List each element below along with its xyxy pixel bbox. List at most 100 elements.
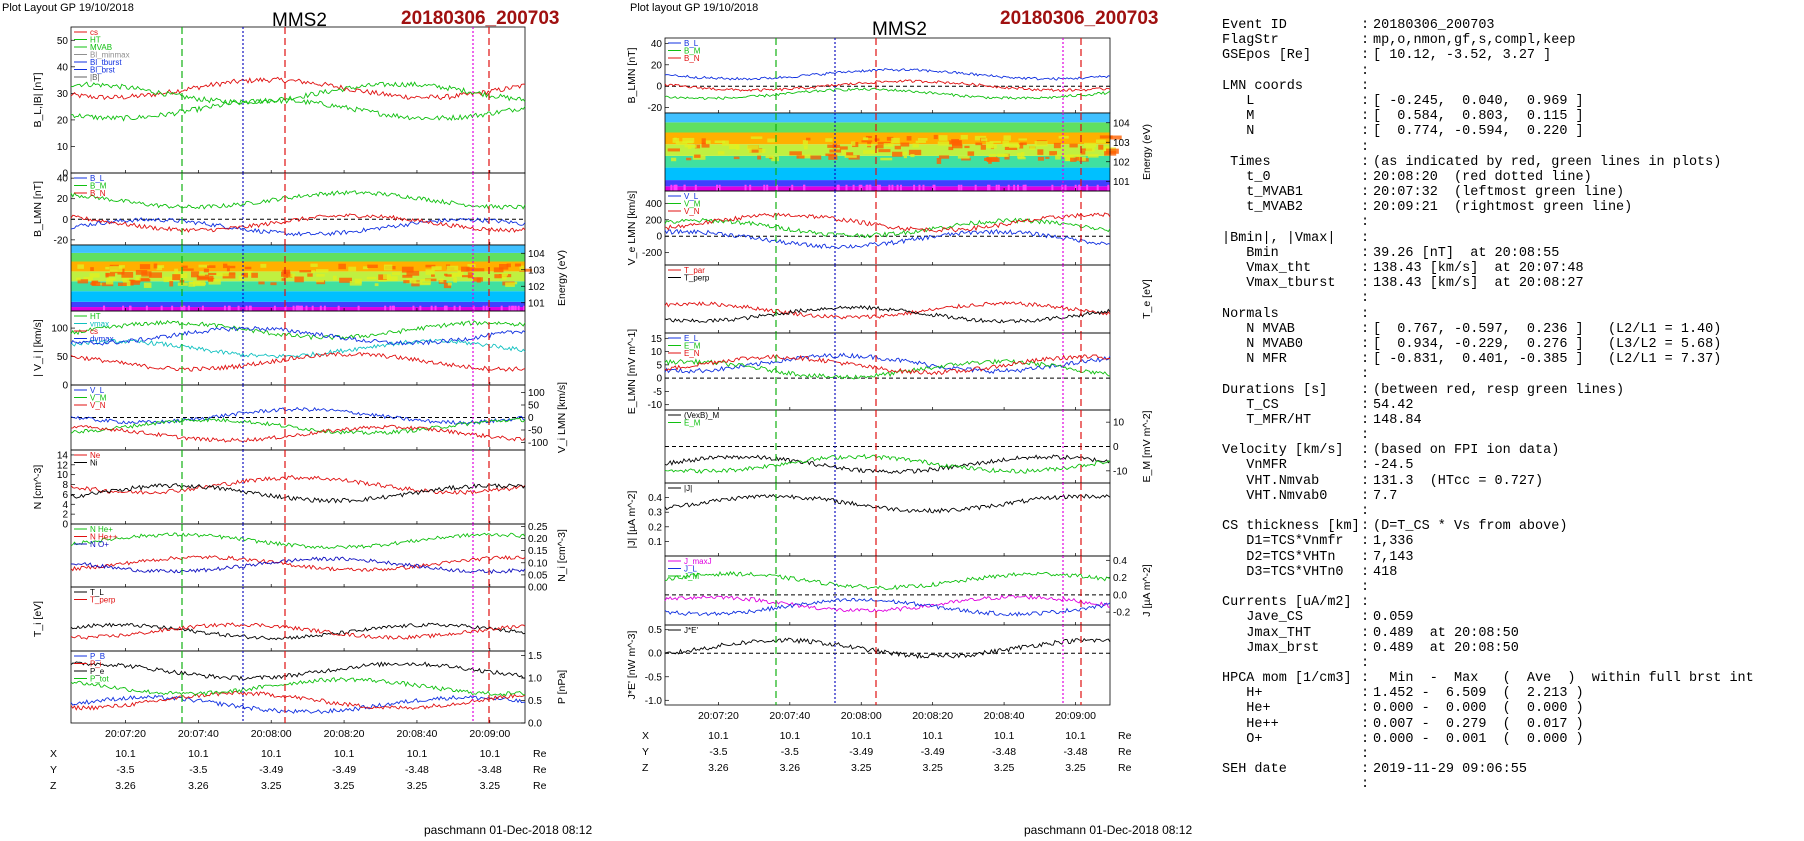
coord-value: -3.5 [781, 746, 799, 758]
spectrogram-cell [1009, 142, 1019, 148]
y-tick-label: 0.20 [528, 534, 548, 545]
info-key: VHT.Nmvab0 [1222, 488, 1328, 504]
y-axis-label: V_e LMN [km/s] [626, 191, 638, 266]
panel-5: -10 0 10 E_M [mV m^-2] (VexB)_ME_M [664, 409, 1153, 484]
legend-label: B_N [684, 54, 700, 63]
spectrogram-cell [519, 265, 525, 271]
info-key: D1=TCS*Vnmfr [1222, 534, 1344, 550]
spectrogram-cell [1099, 135, 1113, 139]
spectrogram-cell [181, 265, 188, 269]
y-tick-label: 102 [528, 282, 545, 293]
x-tick-label: 20:07:40 [178, 728, 219, 740]
legend-label: Bl_brst [90, 66, 116, 75]
info-colon: : [1361, 245, 1370, 261]
y-tick-label: 0.0 [648, 649, 662, 660]
spectrogram-cell [852, 184, 855, 191]
series-line [70, 424, 526, 443]
spectrogram-cell [862, 150, 876, 154]
panel-frame [664, 37, 1111, 114]
spectrogram-cell [458, 305, 461, 311]
spectrogram-cell [692, 144, 697, 148]
spectrogram-cell [836, 184, 839, 191]
spectrogram-cell [1021, 151, 1025, 158]
spectrogram-cell [238, 275, 243, 281]
spectrogram-cell [951, 140, 962, 146]
spectrogram-cell [922, 184, 925, 191]
spectrogram-cell [803, 145, 808, 150]
spectrogram-cell [190, 271, 200, 278]
info-value: 1,336 [1373, 534, 1414, 550]
spectrogram-cell [270, 282, 277, 286]
spectrogram-cell [102, 305, 105, 311]
y-axis-label: P [nPa] [556, 670, 568, 704]
spectrogram-cell [223, 263, 228, 269]
spectrogram-cell [143, 282, 152, 288]
info-colon: : [1361, 488, 1370, 504]
spectrogram-cell [1049, 151, 1057, 156]
y-tick-label: 0.5 [528, 696, 542, 707]
panel-frame [70, 586, 526, 652]
spectrogram-cell [420, 279, 431, 285]
info-row: H+:1.452 - 6.509 ( 2.213 ) [1222, 686, 1754, 701]
spectrogram-cell [105, 279, 114, 285]
y-tick-label: 40 [57, 174, 69, 185]
coord-unit: Re [533, 780, 547, 792]
info-key: D3=TCS*VHTn0 [1222, 564, 1344, 580]
spectrogram-cell [299, 305, 302, 311]
y-tick-label: 0.1 [648, 537, 662, 548]
series-line [664, 352, 1111, 374]
spectrogram-cell [109, 266, 123, 273]
y-tick-label: -0.5 [645, 672, 663, 683]
info-row: : [1222, 64, 1754, 79]
y-tick-label: 30 [57, 89, 69, 100]
spectrogram-cell [105, 266, 110, 270]
info-value: 54.42 [1373, 397, 1414, 413]
spectrogram-cell [374, 283, 379, 287]
info-value: 20180306_200703 [1373, 18, 1495, 33]
spectrogram-cell [500, 305, 503, 311]
spectrogram-cell [357, 305, 360, 311]
spectrogram-cell [1069, 143, 1078, 148]
info-row: VHT.Nmvab0:7.7 [1222, 489, 1754, 504]
info-row: SEH date:2019-11-29 09:06:55 [1222, 762, 1754, 777]
info-row: : [1222, 291, 1754, 306]
info-colon: : [1361, 276, 1370, 292]
spectrogram-cell [1062, 154, 1070, 158]
info-row: Jmax_THT:0.489 at 20:08:50 [1222, 626, 1754, 641]
y-tick-label: 100 [51, 324, 68, 335]
spectrogram-cell [1022, 184, 1025, 191]
spectrogram-cell [425, 269, 435, 275]
spectrogram-cell [292, 305, 295, 311]
legend-label: T_perp [90, 596, 116, 605]
info-colon: : [1361, 93, 1370, 109]
legend-label: J_M [684, 572, 699, 581]
coord-unit: Re [1118, 762, 1132, 774]
spectrogram-cell [201, 305, 204, 311]
coord-axis-label: X [642, 730, 649, 742]
spectrogram-cell [865, 184, 868, 191]
spectrogram-cell [208, 278, 221, 285]
spectrogram-cell [903, 155, 908, 159]
spectrogram-cell [467, 264, 476, 268]
spectrogram-cell [957, 155, 970, 159]
info-key: GSEpos [Re] [1222, 48, 1312, 64]
spectrogram-band [71, 245, 525, 253]
spectrogram-cell [1037, 149, 1044, 155]
spectrogram-cell [1045, 156, 1050, 159]
spectrogram-band [665, 167, 1110, 181]
coord-unit: Re [1118, 730, 1132, 742]
spectrogram-cell [445, 274, 452, 277]
spectrogram-cell [825, 138, 833, 142]
spectrogram-cell [244, 266, 252, 270]
spectrogram-cell [858, 184, 861, 191]
info-colon: : [1361, 261, 1370, 276]
spectrogram-cell [796, 155, 805, 159]
spectrogram-cell [385, 276, 398, 282]
info-row: GSEpos [Re]:[ 10.12, -3.52, 3.27 ] [1222, 48, 1754, 63]
spectrogram-cell [466, 267, 475, 272]
spectrogram-cell [523, 305, 526, 311]
info-key: Bmin [1222, 245, 1279, 261]
spectrogram-cell [122, 305, 125, 311]
spectrogram-cell [750, 136, 763, 139]
coord-axis-label: Y [50, 764, 57, 776]
